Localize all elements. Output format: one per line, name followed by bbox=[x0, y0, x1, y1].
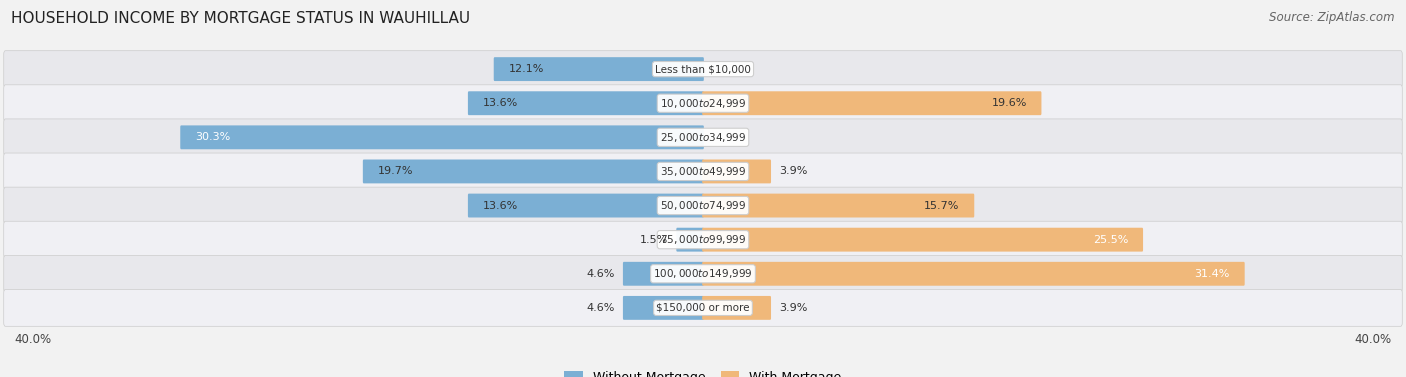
Text: $50,000 to $74,999: $50,000 to $74,999 bbox=[659, 199, 747, 212]
Text: $35,000 to $49,999: $35,000 to $49,999 bbox=[659, 165, 747, 178]
Legend: Without Mortgage, With Mortgage: Without Mortgage, With Mortgage bbox=[560, 366, 846, 377]
Text: 4.6%: 4.6% bbox=[586, 303, 616, 313]
Text: HOUSEHOLD INCOME BY MORTGAGE STATUS IN WAUHILLAU: HOUSEHOLD INCOME BY MORTGAGE STATUS IN W… bbox=[11, 11, 471, 26]
FancyBboxPatch shape bbox=[468, 91, 704, 115]
Text: 1.5%: 1.5% bbox=[640, 234, 669, 245]
FancyBboxPatch shape bbox=[4, 85, 1402, 122]
FancyBboxPatch shape bbox=[623, 296, 704, 320]
Text: $25,000 to $34,999: $25,000 to $34,999 bbox=[659, 131, 747, 144]
FancyBboxPatch shape bbox=[363, 159, 704, 183]
Text: 31.4%: 31.4% bbox=[1195, 269, 1230, 279]
FancyBboxPatch shape bbox=[4, 255, 1402, 292]
FancyBboxPatch shape bbox=[702, 228, 1143, 251]
FancyBboxPatch shape bbox=[4, 221, 1402, 258]
Text: 40.0%: 40.0% bbox=[1355, 334, 1392, 346]
FancyBboxPatch shape bbox=[676, 228, 704, 251]
FancyBboxPatch shape bbox=[4, 187, 1402, 224]
Text: 3.9%: 3.9% bbox=[779, 166, 807, 176]
FancyBboxPatch shape bbox=[4, 51, 1402, 87]
FancyBboxPatch shape bbox=[180, 126, 704, 149]
Text: $100,000 to $149,999: $100,000 to $149,999 bbox=[654, 267, 752, 280]
Text: $75,000 to $99,999: $75,000 to $99,999 bbox=[659, 233, 747, 246]
Text: Less than $10,000: Less than $10,000 bbox=[655, 64, 751, 74]
Text: 30.3%: 30.3% bbox=[195, 132, 231, 143]
Text: 25.5%: 25.5% bbox=[1092, 234, 1129, 245]
Text: 3.9%: 3.9% bbox=[779, 303, 807, 313]
FancyBboxPatch shape bbox=[702, 262, 1244, 286]
FancyBboxPatch shape bbox=[702, 194, 974, 218]
Text: 19.6%: 19.6% bbox=[991, 98, 1026, 108]
Text: 13.6%: 13.6% bbox=[482, 201, 517, 211]
FancyBboxPatch shape bbox=[468, 194, 704, 218]
FancyBboxPatch shape bbox=[4, 290, 1402, 326]
Text: 4.6%: 4.6% bbox=[586, 269, 616, 279]
FancyBboxPatch shape bbox=[702, 91, 1042, 115]
FancyBboxPatch shape bbox=[4, 153, 1402, 190]
FancyBboxPatch shape bbox=[702, 296, 770, 320]
FancyBboxPatch shape bbox=[702, 159, 770, 183]
Text: 19.7%: 19.7% bbox=[377, 166, 413, 176]
Text: 13.6%: 13.6% bbox=[482, 98, 517, 108]
FancyBboxPatch shape bbox=[494, 57, 704, 81]
Text: Source: ZipAtlas.com: Source: ZipAtlas.com bbox=[1270, 11, 1395, 24]
FancyBboxPatch shape bbox=[623, 262, 704, 286]
Text: $10,000 to $24,999: $10,000 to $24,999 bbox=[659, 97, 747, 110]
Text: 15.7%: 15.7% bbox=[924, 201, 960, 211]
Text: 40.0%: 40.0% bbox=[14, 334, 51, 346]
Text: $150,000 or more: $150,000 or more bbox=[657, 303, 749, 313]
Text: 12.1%: 12.1% bbox=[509, 64, 544, 74]
FancyBboxPatch shape bbox=[4, 119, 1402, 156]
